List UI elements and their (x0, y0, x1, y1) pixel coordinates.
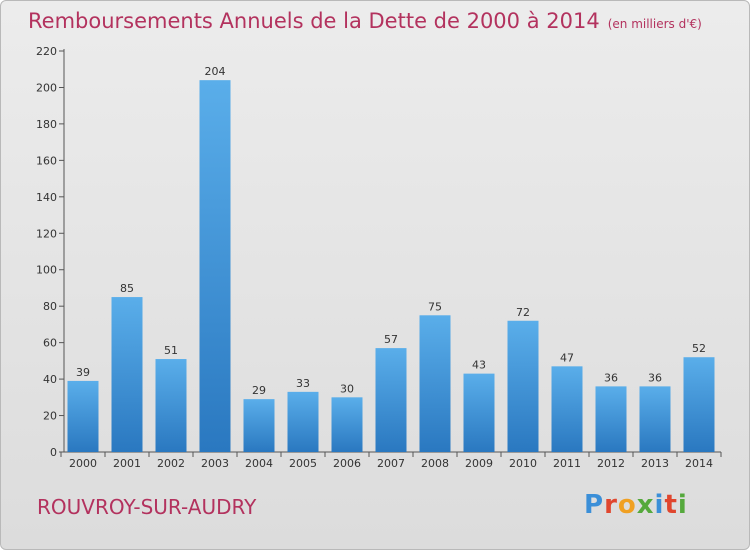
bar-2011 (551, 366, 583, 452)
data-label-2003: 204 (205, 65, 226, 78)
x-tick-label-2000: 2000 (69, 457, 97, 470)
bar-2008 (419, 315, 451, 452)
x-tick-label-2007: 2007 (377, 457, 405, 470)
logo-letter: r (604, 490, 618, 520)
data-label-2004: 29 (252, 384, 266, 397)
bar-2007 (375, 348, 407, 452)
logo-letter: t (664, 490, 678, 520)
bar-2009 (463, 373, 495, 452)
data-label-2007: 57 (384, 333, 398, 346)
bar-2002 (155, 359, 187, 452)
bars (67, 80, 715, 452)
bar-2003 (199, 80, 231, 452)
chart-title: Remboursements Annuels de la Dette de 20… (28, 9, 702, 33)
logo-letter: o (617, 490, 637, 520)
data-label-2011: 47 (560, 351, 574, 364)
bar-2010 (507, 320, 539, 452)
data-label-2000: 39 (76, 366, 90, 379)
bar-2004 (243, 399, 275, 452)
x-tick-label-2012: 2012 (597, 457, 625, 470)
proxiti-logo: Proxiti (584, 490, 688, 520)
data-label-2012: 36 (604, 371, 618, 384)
y-tick-label: 20 (43, 410, 57, 423)
chart-unit-note: (en milliers d'€) (607, 17, 702, 31)
y-tick-label: 60 (43, 337, 57, 350)
logo-letter: i (654, 490, 665, 520)
y-tick-label: 160 (36, 154, 57, 167)
logo-letter: P (584, 490, 605, 520)
x-tick-label-2002: 2002 (157, 457, 185, 470)
bar-2000 (67, 380, 99, 452)
data-label-2008: 75 (428, 300, 442, 313)
bar-2001 (111, 297, 143, 452)
x-tick-label-2006: 2006 (333, 457, 361, 470)
bar-2005 (287, 391, 319, 452)
data-label-2005: 33 (296, 377, 310, 390)
x-tick-label-2010: 2010 (509, 457, 537, 470)
y-tick-label: 100 (36, 264, 57, 277)
data-label-2010: 72 (516, 306, 530, 319)
y-tick-label: 80 (43, 300, 57, 313)
y-tick-label: 0 (50, 446, 57, 459)
bar-2013 (639, 386, 671, 452)
data-label-2013: 36 (648, 371, 662, 384)
data-label-2009: 43 (472, 359, 486, 372)
bar-2014 (683, 357, 715, 452)
x-tick-label-2001: 2001 (113, 457, 141, 470)
x-tick-label-2013: 2013 (641, 457, 669, 470)
data-label-2002: 51 (164, 344, 178, 357)
x-tick-label-2014: 2014 (685, 457, 713, 470)
y-tick-label: 140 (36, 191, 57, 204)
logo-letter: x (636, 490, 655, 520)
bar-2012 (595, 386, 627, 452)
x-tick-label-2003: 2003 (201, 457, 229, 470)
x-tick-label-2011: 2011 (553, 457, 581, 470)
logo-letter: i (677, 490, 688, 520)
city-name: ROUVROY-SUR-AUDRY (37, 495, 257, 519)
chart-title-text: Remboursements Annuels de la Dette de 20… (28, 9, 600, 33)
data-label-2001: 85 (120, 282, 134, 295)
x-tick-label-2004: 2004 (245, 457, 273, 470)
y-tick-label: 180 (36, 118, 57, 131)
x-tick-label-2008: 2008 (421, 457, 449, 470)
y-tick-label: 120 (36, 227, 57, 240)
labels: 39 2000 85 2001 51 2002 204 2003 29 2004 33 2005 30 2… (69, 65, 713, 470)
y-tick-label: 40 (43, 373, 57, 386)
x-tick-label-2005: 2005 (289, 457, 317, 470)
y-tick-label: 220 (36, 45, 57, 58)
data-label-2006: 30 (340, 382, 354, 395)
bar-2006 (331, 397, 363, 452)
x-tick-label-2009: 2009 (465, 457, 493, 470)
y-tick-label: 200 (36, 81, 57, 94)
data-label-2014: 52 (692, 342, 706, 355)
